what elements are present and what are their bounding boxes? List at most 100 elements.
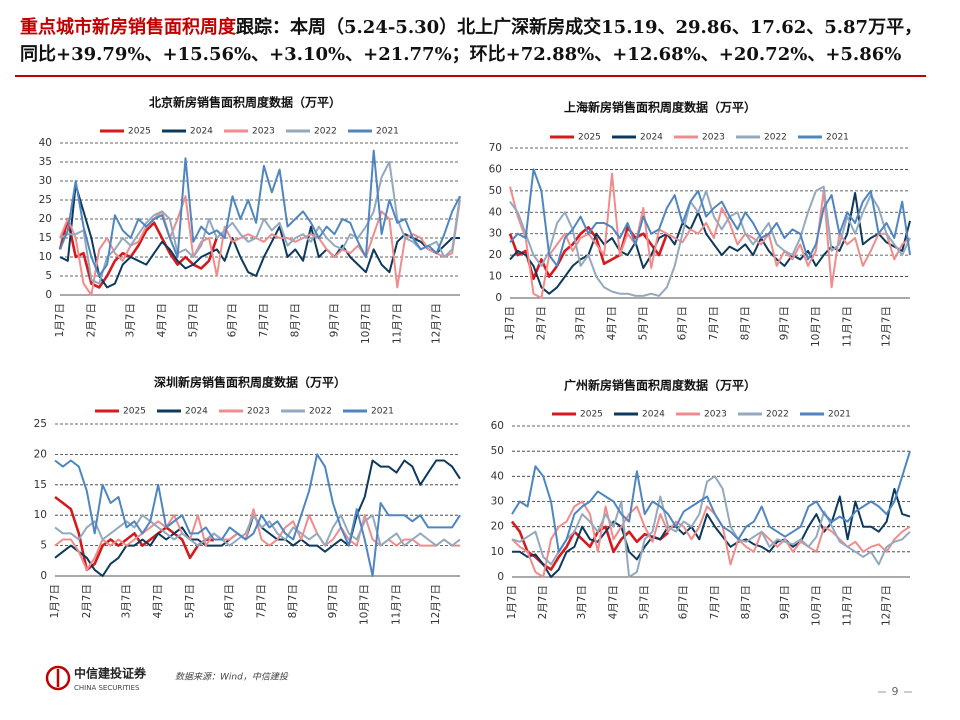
- chart-title: 上海新房销售面积周度数据（万平）: [564, 100, 756, 115]
- series-line: [54, 453, 461, 577]
- y-tick-label: 40: [39, 137, 52, 149]
- series-line: [509, 192, 911, 295]
- logo-mark: [45, 665, 71, 691]
- x-tick-label: 1月7日: [506, 585, 518, 619]
- x-tick-label: 4月7日: [606, 306, 618, 340]
- series-line: [509, 168, 911, 267]
- x-tick-label: 9月7日: [779, 585, 791, 619]
- legend-label: 2025: [123, 407, 146, 417]
- y-tick-label: 25: [34, 418, 47, 430]
- title-rest: 跟踪：本周（5.24-5.30）北上广深新房成交15.19、29.86、17.6…: [20, 17, 923, 65]
- logo-cn: 中信建投证券: [74, 666, 147, 681]
- legend-label: 2025: [578, 133, 601, 143]
- source: 数据来源：Wind，中信建投: [175, 672, 289, 683]
- x-tick-label: 9月7日: [779, 306, 791, 340]
- legend-label: 2022: [309, 407, 332, 417]
- x-tick-label: 6月7日: [224, 584, 236, 618]
- legend-label: 2025: [580, 410, 603, 420]
- series-line: [512, 487, 911, 578]
- x-tick-label: 3月7日: [575, 306, 587, 340]
- x-tick-label: 6月7日: [227, 303, 239, 337]
- x-tick-label: 1月7日: [504, 306, 516, 340]
- x-tick-label: 1月7日: [54, 303, 66, 337]
- legend-label: 2021: [371, 407, 394, 417]
- legend-label: 2021: [376, 127, 399, 137]
- x-tick-label: 7月7日: [258, 303, 270, 337]
- x-tick-label: 7月7日: [255, 584, 267, 618]
- x-tick-label: 5月7日: [639, 585, 651, 619]
- x-tick-label: 12月7日: [430, 303, 442, 344]
- series-line: [509, 172, 911, 299]
- x-tick-label: 11月7日: [390, 584, 402, 625]
- x-tick-label: 7月7日: [708, 306, 720, 340]
- series-line: [59, 149, 461, 277]
- x-tick-label: 1月7日: [49, 584, 61, 618]
- series-line: [59, 161, 461, 285]
- x-tick-label: 2月7日: [537, 585, 549, 619]
- legend-label: 2024: [642, 410, 665, 420]
- legend-label: 2021: [828, 410, 851, 420]
- chart-title: 广州新房销售面积周度数据（万平）: [564, 378, 756, 393]
- x-tick-label: 2月7日: [535, 306, 547, 340]
- x-tick-label: 9月7日: [327, 584, 339, 618]
- y-tick-label: 50: [491, 445, 504, 457]
- y-tick-label: 30: [39, 175, 52, 187]
- y-tick-label: 30: [491, 496, 504, 508]
- y-tick-label: 20: [489, 249, 502, 261]
- x-tick-label: 8月7日: [739, 306, 751, 340]
- x-tick-label: 8月7日: [287, 584, 299, 618]
- series-line: [59, 195, 461, 296]
- y-tick-label: 30: [489, 228, 502, 240]
- legend-label: 2025: [128, 127, 151, 137]
- x-tick-label: 10月7日: [359, 584, 371, 625]
- legend-label: 2024: [185, 407, 208, 417]
- legend-label: 2022: [314, 127, 337, 137]
- x-tick-label: 7月7日: [709, 585, 721, 619]
- x-tick-label: 2月7日: [81, 584, 93, 618]
- title-highlight: 重点城市新房销售面积周度: [20, 17, 236, 38]
- x-tick-label: 4月7日: [152, 584, 164, 618]
- series-line: [58, 217, 219, 289]
- legend-label: 2023: [252, 127, 275, 137]
- y-tick-label: 40: [491, 470, 504, 482]
- series-line: [511, 450, 911, 553]
- legend-label: 2024: [190, 127, 213, 137]
- x-tick-label: 9月7日: [329, 303, 341, 337]
- y-tick-label: 50: [489, 185, 502, 197]
- header: 重点城市新房销售面积周度跟踪：本周（5.24-5.30）北上广深新房成交15.1…: [20, 14, 940, 68]
- series-line: [54, 495, 214, 572]
- y-tick-label: 0: [45, 289, 52, 301]
- y-tick-label: 70: [489, 142, 502, 154]
- legend-label: 2023: [702, 133, 725, 143]
- y-tick-label: 20: [39, 213, 52, 225]
- chart-title: 深圳新房销售面积周度数据（万平）: [154, 375, 346, 390]
- legend-label: 2024: [640, 133, 663, 143]
- y-tick-label: 15: [34, 479, 47, 491]
- x-tick-label: 11月7日: [391, 303, 403, 344]
- series-line: [54, 459, 461, 577]
- y-tick-label: 60: [489, 163, 502, 175]
- legend-label: 2022: [764, 133, 787, 143]
- legend-label: 2022: [766, 410, 789, 420]
- y-tick-label: 10: [39, 251, 52, 263]
- x-tick-label: 2月7日: [85, 303, 97, 337]
- series-line: [511, 500, 911, 578]
- y-tick-label: 40: [489, 206, 502, 218]
- y-tick-label: 0: [40, 570, 47, 582]
- legend-label: 2021: [826, 133, 849, 143]
- x-tick-label: 12月7日: [880, 306, 892, 347]
- y-tick-label: 15: [39, 232, 52, 244]
- x-tick-label: 3月7日: [125, 303, 137, 337]
- page-number: 9: [892, 685, 899, 698]
- x-tick-label: 11月7日: [841, 306, 853, 347]
- x-tick-label: 5月7日: [184, 584, 196, 618]
- y-tick-label: 10: [34, 509, 47, 521]
- chart-title: 北京新房销售面积周度数据（万平）: [149, 95, 341, 110]
- y-tick-label: 35: [39, 156, 52, 168]
- legend-label: 2023: [704, 410, 727, 420]
- legend-label: 2023: [247, 407, 270, 417]
- y-tick-label: 25: [39, 194, 52, 206]
- x-tick-label: 5月7日: [187, 303, 199, 337]
- y-tick-label: 5: [40, 540, 47, 552]
